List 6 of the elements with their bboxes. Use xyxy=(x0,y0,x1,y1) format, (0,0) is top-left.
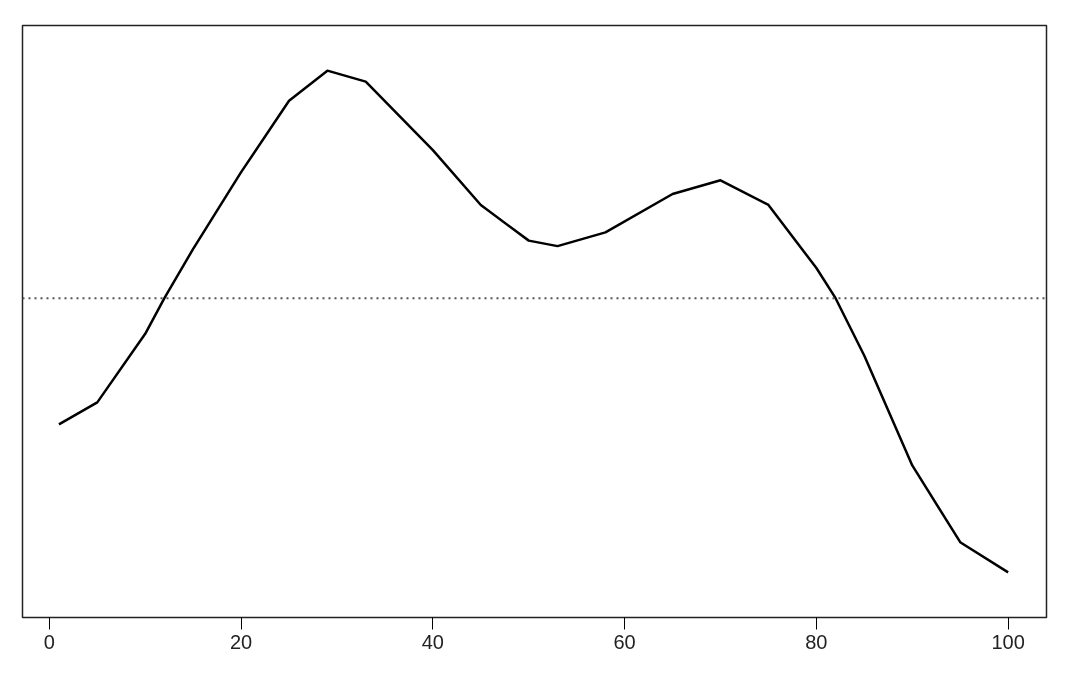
x-tick-label: 60 xyxy=(613,630,636,653)
x-tick-label: 40 xyxy=(421,630,444,653)
x-tick-label: 0 xyxy=(43,630,55,653)
x-tick-label: 80 xyxy=(805,630,828,653)
x-tick-label: 20 xyxy=(229,630,253,653)
x-tick-label: 100 xyxy=(991,630,1025,653)
